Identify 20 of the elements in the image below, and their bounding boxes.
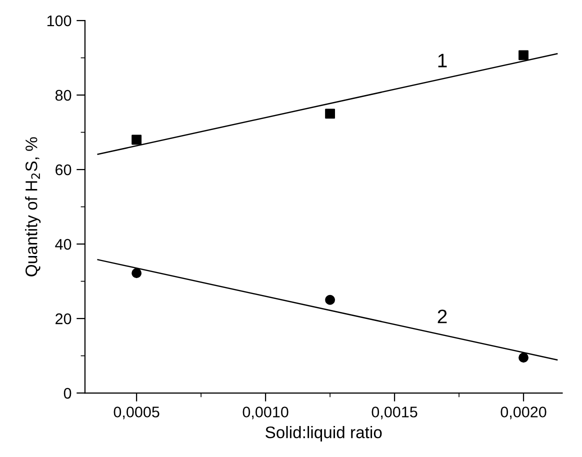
point bbox=[325, 108, 336, 119]
series-label: 1 bbox=[438, 54, 447, 68]
y-tick-label: 0 bbox=[64, 388, 72, 399]
point bbox=[325, 294, 336, 305]
point bbox=[132, 268, 142, 278]
y-tick-label: 60 bbox=[56, 164, 72, 176]
x-tick-label: 0,0005 bbox=[114, 406, 160, 420]
y-tick-label: 80 bbox=[55, 90, 72, 101]
point bbox=[132, 134, 142, 145]
y-tick-label: 100 bbox=[47, 15, 72, 26]
point bbox=[518, 50, 528, 60]
series-label: 2 bbox=[438, 310, 447, 324]
y-tick-label: 40 bbox=[55, 238, 72, 250]
x-tick-label: 0,0020 bbox=[500, 406, 546, 420]
y-axis-title: Quantity of H$_{2}$S, % bbox=[25, 137, 41, 276]
x-tick-label: 0,0010 bbox=[242, 406, 288, 420]
point bbox=[518, 352, 528, 363]
x-tick-label: 0,0015 bbox=[372, 406, 418, 420]
x-axis-title: Solid:liquid ratio bbox=[266, 426, 382, 442]
y-tick-label: 20 bbox=[56, 313, 72, 324]
